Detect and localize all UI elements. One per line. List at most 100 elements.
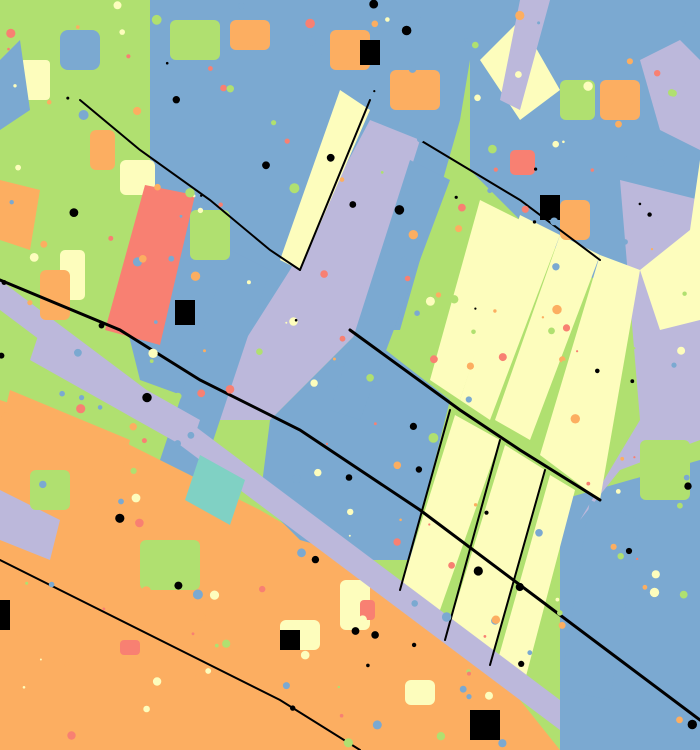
speckle (97, 405, 103, 410)
speckle (27, 300, 33, 306)
boundary-layer (0, 40, 700, 750)
speckle (349, 201, 357, 208)
speckle (548, 327, 555, 335)
green-field (640, 440, 690, 500)
speckle (339, 335, 346, 342)
speckle (532, 220, 537, 224)
speckle (485, 691, 493, 700)
speckle (246, 280, 251, 285)
orange-field (0, 390, 130, 480)
speckle (401, 25, 412, 36)
speckle (428, 433, 439, 443)
speckle (282, 682, 290, 690)
speckle (51, 658, 55, 663)
orange-field (0, 620, 30, 700)
speckle (115, 513, 125, 523)
speckle (220, 84, 227, 92)
cream-field (460, 215, 560, 420)
speckle (191, 632, 195, 636)
teal-field-layer (185, 455, 245, 525)
speckle (192, 589, 203, 600)
speckle (15, 629, 21, 636)
speckle (320, 270, 328, 278)
speckle (237, 288, 243, 294)
speckle (465, 396, 472, 403)
speckle (586, 481, 591, 486)
speckle (197, 389, 206, 398)
speckle (647, 212, 652, 217)
speckle (561, 360, 567, 366)
speckle (668, 89, 676, 97)
speckle (404, 275, 411, 282)
parcel-boundary (489, 469, 546, 666)
speckle (527, 650, 533, 656)
speckle (314, 468, 322, 477)
speckle (292, 474, 301, 484)
speckle (143, 705, 150, 713)
speckle (590, 168, 594, 172)
speckle (671, 472, 680, 481)
speckle (638, 202, 642, 206)
speckle (473, 503, 478, 507)
southwest-field-zone (0, 400, 560, 750)
speckle (448, 562, 455, 569)
speckle (108, 235, 114, 241)
speckle (337, 685, 340, 689)
cream-field (445, 445, 545, 665)
speckle (626, 58, 634, 65)
speckle (172, 96, 180, 104)
speckle (6, 28, 16, 38)
speckle (168, 255, 175, 262)
speckle (310, 379, 318, 387)
speckle (64, 662, 70, 667)
speckle (200, 194, 203, 197)
speckle (401, 256, 407, 262)
black-patch (0, 600, 10, 630)
speckle (1, 280, 7, 285)
speckle (76, 404, 86, 414)
speckle (197, 207, 204, 214)
speckle (366, 663, 370, 668)
speckle (535, 529, 543, 537)
speckle (29, 253, 39, 262)
parcel-boundary (348, 328, 602, 502)
speckle (332, 357, 336, 361)
speckle (537, 21, 541, 25)
speckle (117, 671, 123, 676)
speckle (450, 295, 459, 304)
cream-field (400, 415, 500, 610)
speckle (225, 385, 235, 394)
speckle (615, 489, 621, 494)
speckle (428, 523, 431, 526)
speckle (473, 566, 483, 576)
speckle (271, 120, 277, 126)
speckle (259, 585, 266, 593)
speckle (518, 660, 525, 668)
speckle (222, 639, 231, 648)
speckle (487, 188, 493, 194)
blue-field (330, 160, 450, 420)
speckle (285, 321, 288, 324)
speckle (430, 355, 438, 364)
speckle (40, 240, 48, 248)
speckle (142, 392, 152, 403)
speckle (131, 493, 141, 503)
orange-field (240, 700, 320, 740)
speckle (29, 569, 34, 573)
speckle (677, 502, 683, 509)
speckle (466, 694, 472, 700)
speckle (205, 668, 212, 674)
speckle (311, 555, 320, 564)
speckle (380, 171, 384, 174)
speckle (414, 310, 420, 317)
speckle (76, 25, 80, 29)
speckle (679, 590, 688, 599)
speckle (562, 140, 565, 144)
speckle (570, 414, 580, 424)
lavender-road (500, 0, 550, 110)
speckle (348, 534, 351, 537)
speckle (623, 155, 634, 166)
speckle (550, 217, 558, 226)
speckle (671, 362, 677, 368)
salmon-field (120, 640, 140, 655)
